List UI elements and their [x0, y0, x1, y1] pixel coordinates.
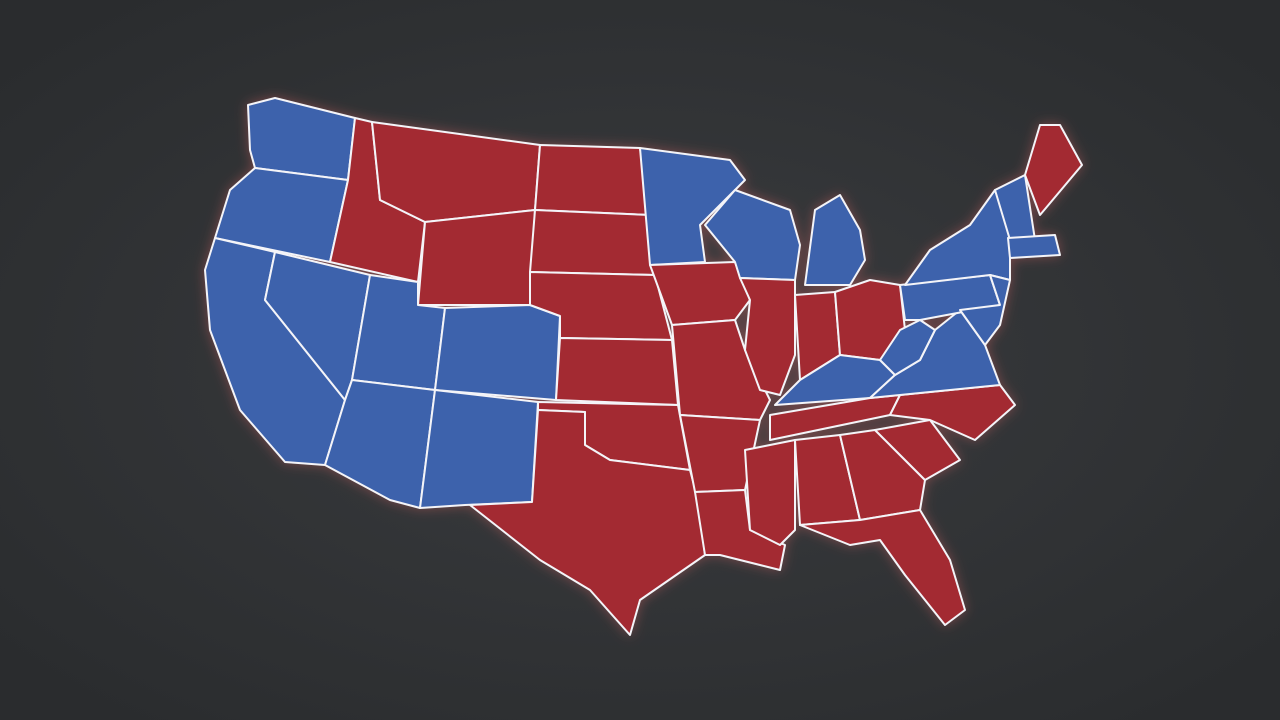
state: [534, 144, 651, 216]
state: [417, 209, 536, 306]
state: [529, 209, 656, 276]
state: [469, 409, 706, 636]
state: [419, 389, 539, 509]
state: [959, 274, 1011, 346]
state: [1024, 124, 1083, 216]
state: [694, 489, 786, 571]
state: [839, 429, 926, 521]
state: [799, 509, 966, 626]
state: [804, 194, 866, 286]
state: [879, 319, 936, 376]
state: [649, 261, 751, 326]
state: [739, 277, 796, 396]
state: [1007, 234, 1061, 259]
state: [214, 167, 349, 263]
state: [744, 439, 796, 546]
state: [874, 419, 961, 481]
state: [434, 304, 561, 401]
state: [704, 189, 801, 281]
states: [204, 97, 1083, 636]
state: [555, 337, 679, 406]
